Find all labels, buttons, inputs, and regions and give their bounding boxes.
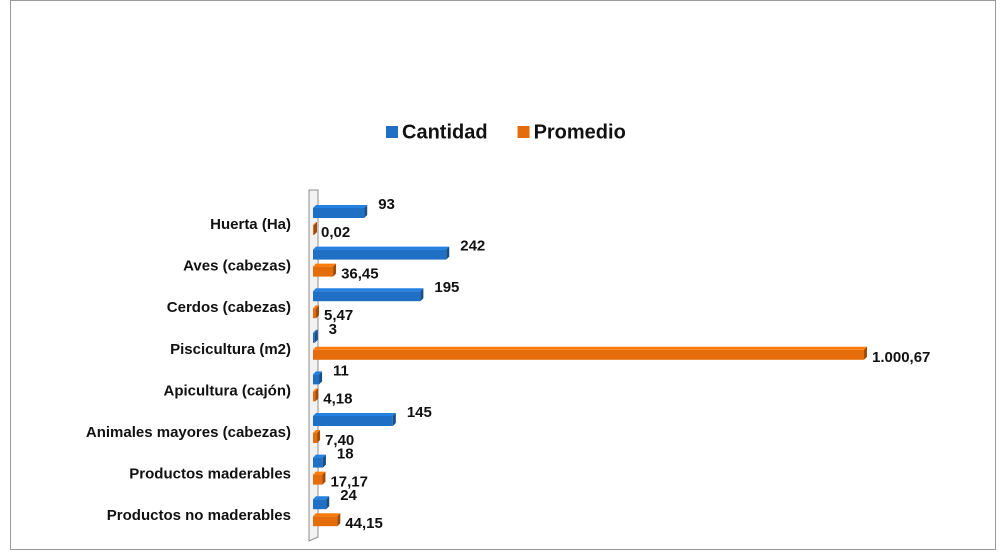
legend-label: Promedio [534, 121, 626, 143]
bar [313, 332, 315, 343]
bar [313, 249, 447, 260]
legend-swatch [386, 126, 398, 138]
bar [313, 266, 334, 277]
bar-side [364, 205, 368, 218]
bar-top [313, 246, 450, 250]
data-label: 5,47 [324, 307, 353, 324]
data-label: 7,40 [325, 432, 354, 449]
data-label: 36,45 [341, 266, 379, 283]
data-label: 44,15 [345, 515, 383, 532]
bar-top [313, 496, 330, 500]
bar-top [313, 413, 396, 416]
bar [313, 499, 327, 510]
chart-border [10, 0, 996, 550]
bar-top [313, 329, 318, 333]
bar-side [315, 388, 319, 402]
bar [313, 374, 320, 385]
bar-top [313, 263, 337, 267]
bar [313, 208, 365, 218]
bar-top [313, 222, 317, 225]
axis-wall [308, 189, 319, 542]
y-tick-label: Huerta (Ha) [210, 216, 291, 233]
bar-top [313, 430, 321, 433]
bar-top [313, 513, 341, 517]
bar [313, 349, 864, 360]
bar [313, 225, 314, 235]
bar [313, 433, 318, 443]
data-label: 195 [434, 279, 459, 296]
data-label: 11 [333, 362, 349, 379]
bar-side [326, 496, 330, 510]
data-label: 24 [340, 487, 357, 504]
bar-side [864, 346, 867, 360]
data-label: 3 [329, 321, 337, 338]
bar-top [313, 471, 326, 475]
legend-label: Cantidad [402, 121, 488, 143]
data-label: 1.000,67 [872, 349, 930, 366]
bar-top [313, 371, 323, 375]
bar-side [333, 263, 337, 277]
y-tick-label: Aves (cabezas) [183, 258, 291, 275]
bar-top [313, 388, 319, 392]
bar-side [322, 454, 326, 468]
bar-side [337, 513, 341, 527]
bar [313, 516, 338, 527]
data-label: 0,02 [321, 224, 350, 241]
bar-side [319, 371, 323, 385]
bar-side [314, 222, 317, 235]
bar-side [446, 246, 450, 260]
bar [313, 291, 421, 302]
bar [313, 391, 316, 402]
data-label: 18 [337, 446, 354, 463]
bar-top [313, 346, 867, 350]
bar [313, 457, 323, 468]
data-label: 145 [407, 404, 432, 421]
bar [313, 474, 323, 485]
bar-side [314, 329, 318, 343]
bar-side [316, 305, 320, 319]
y-tick-label: Productos no maderables [107, 507, 291, 524]
y-tick-label: Productos maderables [129, 466, 291, 483]
bar-top [313, 454, 326, 458]
bar-top [313, 305, 320, 309]
legend-swatch [517, 126, 530, 138]
bar-side [317, 430, 321, 443]
data-label: 93 [378, 196, 395, 213]
bar-top [313, 205, 368, 208]
data-label: 4,18 [323, 390, 352, 407]
bar-side [322, 471, 326, 485]
bar [313, 416, 393, 426]
y-tick-label: Piscicultura (m2) [170, 341, 291, 358]
bar-side [420, 288, 424, 302]
bar-side [392, 413, 396, 426]
data-label: 17,17 [330, 474, 368, 491]
y-tick-label: Apicultura (cajón) [163, 382, 291, 399]
y-tick-label: Cerdos (cabezas) [167, 299, 291, 316]
bar-top [313, 288, 424, 292]
bar [313, 308, 317, 319]
data-label: 242 [460, 238, 485, 255]
y-tick-label: Animales mayores (cabezas) [86, 424, 291, 441]
